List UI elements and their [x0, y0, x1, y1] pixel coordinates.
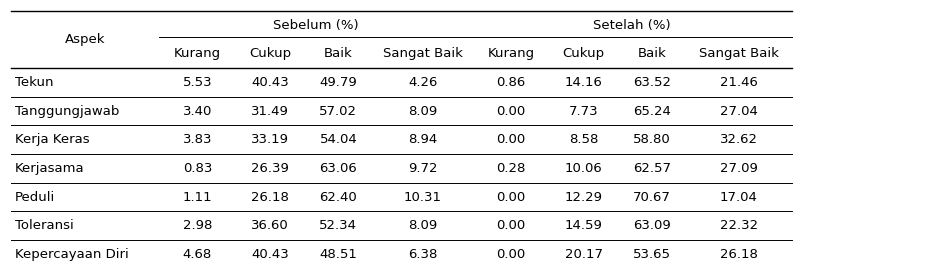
Text: 33.19: 33.19 — [251, 133, 289, 146]
Text: 65.24: 65.24 — [633, 105, 671, 118]
Text: Sebelum (%): Sebelum (%) — [273, 18, 358, 32]
Text: 12.29: 12.29 — [564, 191, 603, 204]
Text: 14.59: 14.59 — [564, 219, 603, 232]
Text: Baik: Baik — [637, 47, 666, 60]
Text: 26.18: 26.18 — [720, 248, 758, 261]
Text: 40.43: 40.43 — [251, 76, 289, 89]
Text: 40.43: 40.43 — [251, 248, 289, 261]
Text: 57.02: 57.02 — [319, 105, 358, 118]
Text: 27.09: 27.09 — [720, 162, 758, 175]
Text: Cukup: Cukup — [563, 47, 605, 60]
Text: 3.83: 3.83 — [183, 133, 212, 146]
Text: 0.00: 0.00 — [496, 133, 526, 146]
Text: 4.26: 4.26 — [408, 76, 437, 89]
Text: 4.68: 4.68 — [183, 248, 212, 261]
Text: Kerjasama: Kerjasama — [15, 162, 84, 175]
Text: 17.04: 17.04 — [720, 191, 758, 204]
Text: 53.65: 53.65 — [633, 248, 671, 261]
Text: 9.72: 9.72 — [408, 162, 437, 175]
Text: 21.46: 21.46 — [720, 76, 758, 89]
Text: 27.04: 27.04 — [720, 105, 758, 118]
Text: 26.18: 26.18 — [251, 191, 289, 204]
Text: 36.60: 36.60 — [251, 219, 289, 232]
Text: Tanggungjawab: Tanggungjawab — [15, 105, 120, 118]
Text: 52.34: 52.34 — [319, 219, 358, 232]
Text: 3.40: 3.40 — [183, 105, 212, 118]
Text: Sangat Baik: Sangat Baik — [699, 47, 779, 60]
Text: Aspek: Aspek — [65, 33, 106, 46]
Text: 7.73: 7.73 — [569, 105, 598, 118]
Text: 58.80: 58.80 — [633, 133, 671, 146]
Text: 8.09: 8.09 — [408, 105, 437, 118]
Text: 32.62: 32.62 — [720, 133, 758, 146]
Text: 0.86: 0.86 — [496, 76, 526, 89]
Text: 10.06: 10.06 — [564, 162, 603, 175]
Text: Toleransi: Toleransi — [15, 219, 74, 232]
Text: 48.51: 48.51 — [319, 248, 358, 261]
Text: 62.57: 62.57 — [633, 162, 671, 175]
Text: 20.17: 20.17 — [564, 248, 603, 261]
Text: Kepercayaan Diri: Kepercayaan Diri — [15, 248, 129, 261]
Text: Setelah (%): Setelah (%) — [593, 18, 671, 32]
Text: Cukup: Cukup — [249, 47, 291, 60]
Text: 49.79: 49.79 — [319, 76, 358, 89]
Text: 8.09: 8.09 — [408, 219, 437, 232]
Text: 14.16: 14.16 — [564, 76, 603, 89]
Text: 63.06: 63.06 — [319, 162, 358, 175]
Text: Kerja Keras: Kerja Keras — [15, 133, 90, 146]
Text: 26.39: 26.39 — [251, 162, 289, 175]
Text: 8.94: 8.94 — [408, 133, 437, 146]
Text: 0.00: 0.00 — [496, 105, 526, 118]
Text: 22.32: 22.32 — [720, 219, 758, 232]
Text: Sangat Baik: Sangat Baik — [383, 47, 462, 60]
Text: 5.53: 5.53 — [183, 76, 212, 89]
Text: 6.38: 6.38 — [408, 248, 437, 261]
Text: Tekun: Tekun — [15, 76, 53, 89]
Text: 70.67: 70.67 — [633, 191, 671, 204]
Text: Kurang: Kurang — [488, 47, 534, 60]
Text: 0.83: 0.83 — [183, 162, 212, 175]
Text: 63.09: 63.09 — [633, 219, 671, 232]
Text: 2.98: 2.98 — [183, 219, 212, 232]
Text: 62.40: 62.40 — [319, 191, 358, 204]
Text: Kurang: Kurang — [174, 47, 221, 60]
Text: 0.28: 0.28 — [496, 162, 526, 175]
Text: 8.58: 8.58 — [569, 133, 598, 146]
Text: 0.00: 0.00 — [496, 219, 526, 232]
Text: 54.04: 54.04 — [319, 133, 358, 146]
Text: 0.00: 0.00 — [496, 191, 526, 204]
Text: 0.00: 0.00 — [496, 248, 526, 261]
Text: 63.52: 63.52 — [633, 76, 671, 89]
Text: 31.49: 31.49 — [251, 105, 289, 118]
Text: Peduli: Peduli — [15, 191, 55, 204]
Text: Baik: Baik — [324, 47, 353, 60]
Text: 1.11: 1.11 — [183, 191, 212, 204]
Text: 10.31: 10.31 — [403, 191, 442, 204]
